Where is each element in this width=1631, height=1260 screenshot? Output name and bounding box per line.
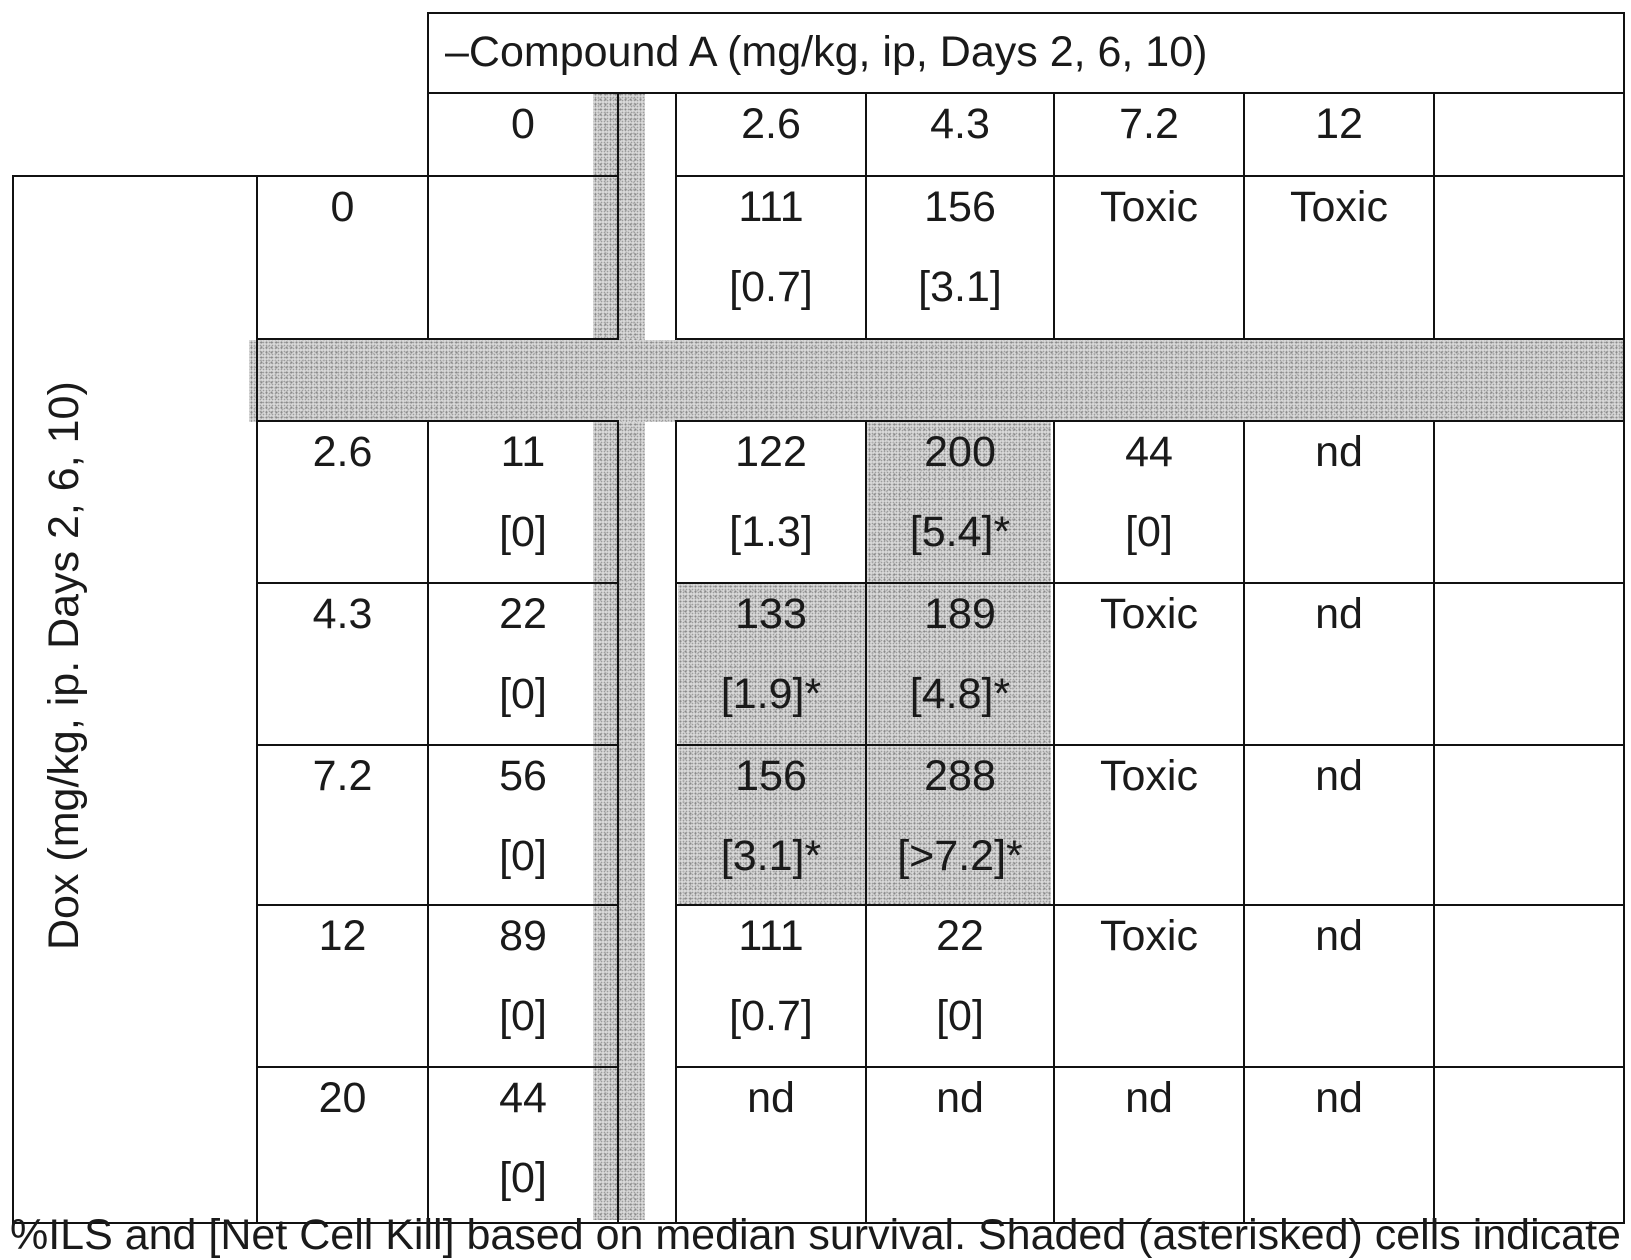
table-cell: nd [1315, 428, 1363, 476]
table-cell [1435, 574, 1623, 734]
dox-value-2: 4.3 [312, 590, 373, 638]
grid-line-row3-bottom-right [675, 904, 1625, 906]
column-value-3: 7.2 [1119, 100, 1179, 148]
table-cell: 122 [1.3] [729, 428, 813, 556]
table-cell: nd [1315, 912, 1363, 960]
grid-line-row1-bottom [256, 582, 617, 584]
table-cell: Toxic [1100, 183, 1198, 231]
table-cell: Toxic [1290, 183, 1388, 231]
shaded-cell-r4-c2 [867, 746, 1051, 906]
grid-line-col2-left [865, 92, 867, 340]
table-cell: nd [1125, 1074, 1173, 1122]
table-cell: nd [747, 1074, 795, 1122]
grid-line-col1-left-lower [675, 420, 677, 1224]
grid-line-band-bottom [256, 420, 617, 422]
table-cell: 22 [0] [936, 912, 984, 1040]
grid-line-col2-left-lower [865, 420, 867, 1224]
grid-line-col0-left-lower [427, 420, 429, 1224]
table-cell: Toxic [1100, 912, 1198, 960]
table-cell: 156 [3.1]* [720, 752, 822, 880]
table-cell [1435, 736, 1623, 896]
grid-line-top [427, 12, 1625, 14]
shaded-cell-r3-c2 [867, 584, 1051, 746]
grid-line-header-bottom [12, 175, 617, 177]
grid-line-row0-bottom-right [675, 338, 1625, 340]
shaded-separator-column [593, 92, 645, 1220]
grid-line-col5-left [1433, 92, 1435, 340]
grid-line-col0-right [617, 92, 619, 340]
table-cell [1435, 896, 1623, 1056]
grid-line-bottom [12, 1222, 1625, 1224]
dox-value-1: 2.6 [312, 428, 373, 476]
table-cell [1435, 412, 1623, 572]
grid-line-col3-left-lower [1053, 420, 1055, 1224]
dox-value-5: 20 [318, 1074, 367, 1122]
table-cell: 11 [0] [499, 428, 547, 556]
grid-line-header-bottom-right [675, 175, 1625, 177]
dox-value-0: 0 [330, 183, 355, 231]
table-cell: nd [1315, 1074, 1363, 1122]
row-header-title: Dox (mg/kg, ip. Days 2, 6, 10) [40, 381, 88, 950]
table-cell: 111 [0.7] [729, 183, 813, 311]
column-header-title: –Compound A (mg/kg, ip, Days 2, 6, 10) [445, 28, 1208, 76]
grid-line-row2-bottom [256, 744, 617, 746]
table-cell: 44 [0] [1125, 428, 1173, 556]
grid-line-row4-bottom-right [675, 1066, 1625, 1068]
table-cell: nd [936, 1074, 984, 1122]
table-cell: Toxic [1100, 752, 1198, 800]
table-cell: 44 [0] [499, 1074, 547, 1202]
grid-line-row3-bottom [256, 904, 617, 906]
grid-line-dox-values [256, 175, 258, 1224]
grid-line-col3-left [1053, 92, 1055, 340]
table-cell: 133 [1.9]* [720, 590, 822, 718]
table-cell: 288 [>7.2]* [897, 752, 1023, 880]
shaded-cell-r3-c1 [678, 584, 867, 746]
column-value-4: 12 [1315, 100, 1363, 148]
table-cell: 111 [0.7] [729, 912, 813, 1040]
table-cell [1435, 167, 1623, 327]
column-value-1: 2.6 [741, 100, 801, 148]
column-value-2: 4.3 [930, 100, 990, 148]
dox-value-4: 12 [318, 912, 367, 960]
table-cell: 89 [0] [499, 912, 547, 1040]
grid-line-right [1623, 12, 1625, 1224]
shaded-cell-r4-c1 [678, 746, 867, 906]
column-value-0: 0 [511, 100, 535, 148]
table-cell [429, 167, 617, 327]
dox-value-3: 7.2 [312, 752, 373, 800]
table-cell: 200 [5.4]* [909, 428, 1011, 556]
table-cell: nd [1315, 590, 1363, 638]
grid-line-row4-bottom [256, 1066, 617, 1068]
grid-line-col4-left [1243, 92, 1245, 340]
table-cell: 156 [3.1] [918, 183, 1002, 311]
grid-line-col4-left-lower [1243, 420, 1245, 1224]
table-footnote: %ILS and [Net Cell Kill] based on median… [10, 1211, 1621, 1259]
shaded-separator-row [249, 340, 1625, 422]
grid-line-col1-left [675, 92, 677, 340]
table-cell: 56 [0] [499, 752, 547, 880]
grid-line-col0-left [427, 12, 429, 340]
shaded-cell-r2-c2 [867, 422, 1051, 584]
grid-line-left [12, 175, 14, 1224]
table-cell [1435, 1058, 1623, 1218]
grid-line-subheader [427, 92, 1625, 94]
grid-line-row0-bottom [256, 338, 617, 340]
table-cell: 22 [0] [499, 590, 547, 718]
grid-line-col5-left-lower [1433, 420, 1435, 1224]
table-cell: 189 [4.8]* [909, 590, 1011, 718]
table-cell: nd [1315, 752, 1363, 800]
table-cell: Toxic [1100, 590, 1198, 638]
grid-line-col0-right-lower [617, 420, 619, 1224]
grid-line-row1-bottom-right [675, 582, 1625, 584]
grid-line-band-bottom-right [675, 420, 1625, 422]
grid-line-row2-bottom-right [675, 744, 1625, 746]
